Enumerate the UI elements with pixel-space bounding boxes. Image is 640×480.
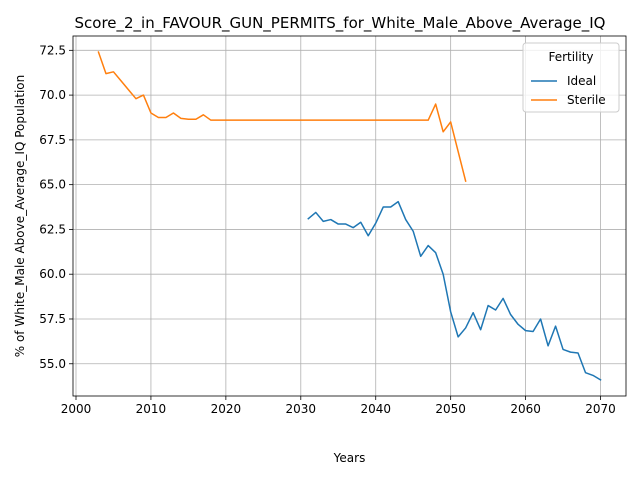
y-tick-label: 67.5 — [39, 133, 66, 147]
legend-title: Fertility — [548, 50, 593, 64]
y-tick-label: 55.0 — [39, 357, 66, 371]
x-tick-label: 2050 — [435, 402, 466, 416]
y-tick-label: 60.0 — [39, 267, 66, 281]
y-tick-label: 72.5 — [39, 43, 66, 57]
legend-items: Ideal Sterile — [531, 74, 606, 107]
axis-ticks: 2000 2010 2020 2030 2040 2050 2060 2070 55.0 57.5… — [39, 43, 616, 416]
x-tick-label: 2070 — [585, 402, 616, 416]
grid — [73, 36, 626, 396]
x-tick-label: 2060 — [510, 402, 541, 416]
chart-title: Score_2_in_FAVOUR_GUN_PERMITS_for_White_… — [75, 14, 606, 33]
x-tick-label: 2030 — [286, 402, 317, 416]
x-tick-label: 2040 — [360, 402, 391, 416]
x-axis-label: Years — [333, 451, 366, 465]
legend-label-sterile: Sterile — [567, 93, 606, 107]
y-tick-label: 65.0 — [39, 178, 66, 192]
y-tick-label: 70.0 — [39, 88, 66, 102]
x-tick-label: 2020 — [211, 402, 242, 416]
series-line-ideal — [307, 200, 602, 381]
y-tick-label: 57.5 — [39, 312, 66, 326]
plot-frame — [72, 35, 627, 397]
legend: Fertility Ideal Sterile — [522, 42, 620, 113]
series-line-sterile — [97, 51, 467, 182]
y-axis-label: % of White_Male Above_Average_IQ Populat… — [13, 75, 27, 358]
legend-label-ideal: Ideal — [567, 74, 596, 88]
series-group — [97, 51, 602, 381]
y-tick-label: 62.5 — [39, 222, 66, 236]
x-tick-label: 2010 — [136, 402, 167, 416]
x-tick-label: 2000 — [61, 402, 92, 416]
legend-box — [522, 42, 620, 113]
